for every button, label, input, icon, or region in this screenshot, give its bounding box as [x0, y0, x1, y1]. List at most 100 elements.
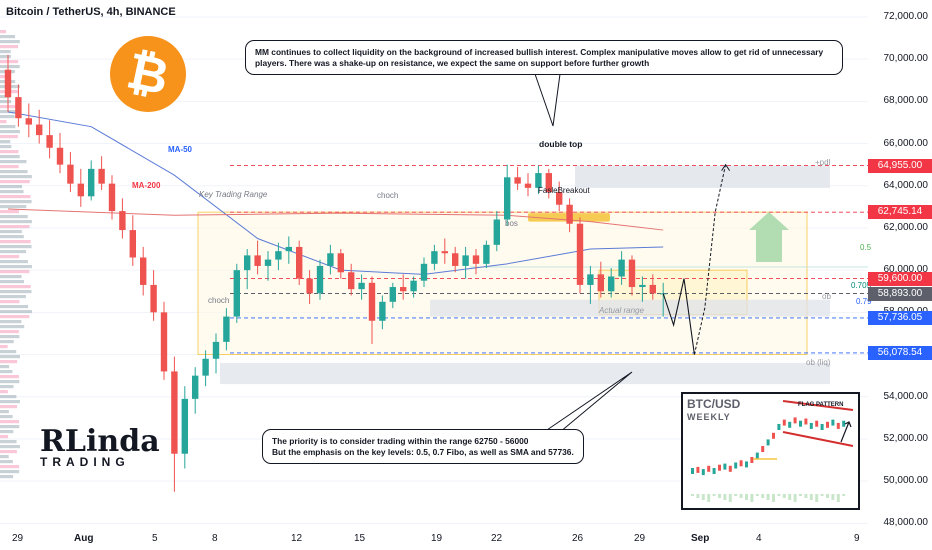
candle-body: [420, 263, 428, 281]
callout-bottom-line1: The priority is to consider trading with…: [272, 436, 529, 446]
candle-body: [264, 259, 272, 266]
candle-body: [410, 280, 417, 292]
inset-volume-bar: [712, 494, 716, 496]
candle-body: [452, 253, 459, 266]
price-tag: 58,893.00: [868, 286, 932, 301]
time-axis-label: 15: [354, 533, 366, 544]
inset-candle: [712, 468, 716, 474]
candle-body: [244, 255, 251, 271]
volume-profile-bar: [0, 235, 24, 239]
candle-body: [129, 230, 136, 258]
volume-profile-bar: [0, 230, 22, 234]
volume-profile-bar: [0, 365, 10, 369]
volume-profile-bar: [0, 215, 28, 219]
inset-volume-bar: [772, 494, 775, 502]
volume-profile-bar: [0, 30, 6, 34]
candle-body: [576, 223, 584, 285]
candle-body: [514, 177, 521, 184]
inset-candle: [701, 469, 705, 476]
time-axis-label: 19: [431, 533, 443, 544]
volume-profile-bar: [0, 195, 31, 199]
price-axis-label: 68,000.00: [883, 95, 929, 107]
candle-body: [587, 274, 594, 285]
inset-volume-bar: [755, 494, 759, 496]
volume-profile-bar: [0, 345, 8, 349]
inset-candle: [809, 422, 813, 429]
inset-volume-bar: [739, 494, 743, 498]
candle-body: [556, 192, 563, 205]
candle-body: [368, 282, 376, 321]
candles: [4, 54, 667, 492]
inset-candle: [820, 424, 824, 430]
price-levels: [230, 165, 868, 354]
price-axis-label: 52,000.00: [883, 432, 929, 444]
inset-volume-bar: [728, 494, 732, 502]
time-axis-label: 29: [12, 533, 24, 544]
volume-profile-bar: [0, 45, 19, 49]
candle-body: [327, 253, 334, 266]
volume-profile-bar: [0, 35, 16, 39]
label-double-top: double top: [539, 139, 583, 149]
volume-profile-bar: [0, 130, 20, 134]
volume-profile-bar: [0, 390, 8, 394]
candle-body: [306, 278, 313, 294]
label-key-range: Key Trading Range: [199, 190, 268, 199]
volume-profile-bar: [0, 430, 14, 434]
volume-profile-bar: [0, 40, 20, 44]
callout-top-tail: [534, 73, 561, 127]
inset-candle: [804, 418, 808, 425]
candle-body: [462, 255, 469, 266]
time-axis-label: 12: [291, 533, 303, 544]
inset-graphic: [691, 400, 854, 502]
candle-body: [25, 118, 32, 125]
label-ob-liq: ob (liq): [806, 358, 831, 367]
candle-body: [431, 251, 438, 264]
volume-profile-bar: [0, 220, 32, 224]
volume-profile-bar: [0, 120, 7, 124]
inset-candle: [728, 465, 732, 472]
volume-profile-bar: [0, 290, 32, 294]
inset-volume-bar: [761, 494, 765, 498]
inset-candle: [696, 466, 700, 473]
inset-volume-bar: [788, 494, 792, 500]
inset-volume-bar: [777, 494, 781, 496]
inset-volume-bar: [723, 494, 727, 500]
ob-zone: [430, 299, 830, 317]
volume-profile-bar: [0, 295, 26, 299]
volume-profile-bar: [0, 375, 19, 379]
callout-bottom-line2: But the emphasis on the key levels: 0.5,…: [272, 446, 574, 457]
price-tag: 62,745.14: [868, 205, 932, 220]
inset-volume-bar: [820, 494, 824, 496]
candle-body: [15, 97, 22, 119]
volume-profile-bar: [0, 400, 20, 404]
candle-body: [233, 270, 240, 317]
volume-profile-bar: [0, 200, 32, 204]
inset-volume-bar: [793, 494, 797, 502]
price-tag: 64,955.00: [868, 158, 932, 173]
candle-body: [171, 371, 178, 454]
projection-arrowhead: [721, 163, 731, 171]
inset-candle: [782, 419, 786, 426]
callout-bottom-tail: [543, 371, 633, 433]
label-fib-05: 0.5: [860, 243, 872, 252]
candle-body: [160, 312, 168, 372]
volume-profile-bar: [0, 470, 20, 474]
candle-body: [36, 124, 43, 136]
candle-body: [56, 147, 64, 165]
inset-volume-bar: [766, 494, 770, 500]
volume-profile-bar: [0, 285, 31, 289]
time-axis-label: 22: [491, 533, 503, 544]
candle-body: [389, 287, 396, 302]
inset-volume-bar: [718, 494, 721, 498]
label-fib-079: 0.79: [856, 297, 872, 306]
candle-body: [316, 265, 324, 294]
volume-profile-bar: [0, 425, 20, 429]
time-axis-label: Aug: [74, 533, 94, 544]
candle-body: [140, 257, 147, 285]
zones: [197, 165, 830, 385]
volume-profile-bar: [0, 110, 20, 114]
label-actual-range: Actual range: [599, 306, 644, 315]
label-bos: bos: [505, 219, 518, 228]
